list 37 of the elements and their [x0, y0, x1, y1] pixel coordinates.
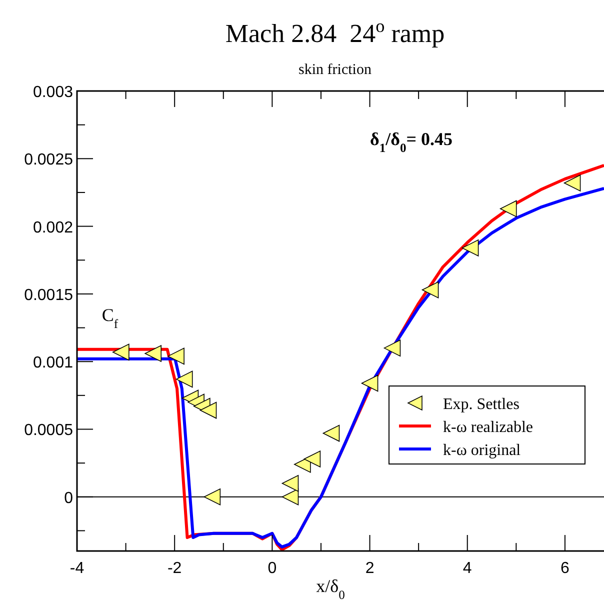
- point: [564, 174, 581, 192]
- y-tick-label: 0: [64, 490, 74, 507]
- y-axis-title: C$_{f}$: [102, 305, 119, 331]
- point: [322, 424, 340, 442]
- y-tick-label: 0.0015: [24, 286, 74, 304]
- point: [282, 488, 299, 506]
- x-axis-title: x/δ$_{0}$: [316, 576, 345, 602]
- point: [384, 340, 401, 356]
- point: [200, 402, 217, 419]
- y-tick-label: 0.002: [32, 219, 74, 236]
- x-tick-label: -2: [167, 560, 182, 577]
- point: [500, 200, 517, 218]
- y-tick-label: 0.0005: [24, 422, 74, 440]
- point: [204, 488, 221, 506]
- point: [422, 281, 439, 298]
- x-tick-label: 4: [462, 560, 472, 577]
- point: [361, 374, 378, 392]
- x-tick-label: 6: [560, 560, 570, 577]
- point: [282, 474, 299, 492]
- point: [462, 240, 479, 256]
- x-tick-label: 0: [268, 560, 277, 577]
- point: [144, 345, 162, 362]
- point: [168, 348, 184, 365]
- point: [304, 450, 321, 468]
- legend-label: k-ω realizable: [443, 419, 534, 436]
- x-tick-label: -4: [70, 560, 84, 577]
- annotation: δ$_{1}$/δ$_{0}$= 0.45: [370, 129, 453, 155]
- y-tick-label: 0.001: [32, 354, 74, 372]
- x-tick-label: 2: [365, 560, 374, 577]
- chart-title: Mach 2.84 24$^{o}$ ramp: [225, 16, 445, 48]
- y-tick-label: 0.0025: [24, 152, 74, 169]
- legend-label: k-ω original: [443, 442, 522, 459]
- point: [112, 344, 130, 361]
- y-tick-label: 0.003: [32, 84, 74, 101]
- chart-subtitle: skin friction: [298, 62, 372, 78]
- point: [176, 370, 193, 388]
- legend-label: Exp. Settles: [443, 396, 520, 413]
